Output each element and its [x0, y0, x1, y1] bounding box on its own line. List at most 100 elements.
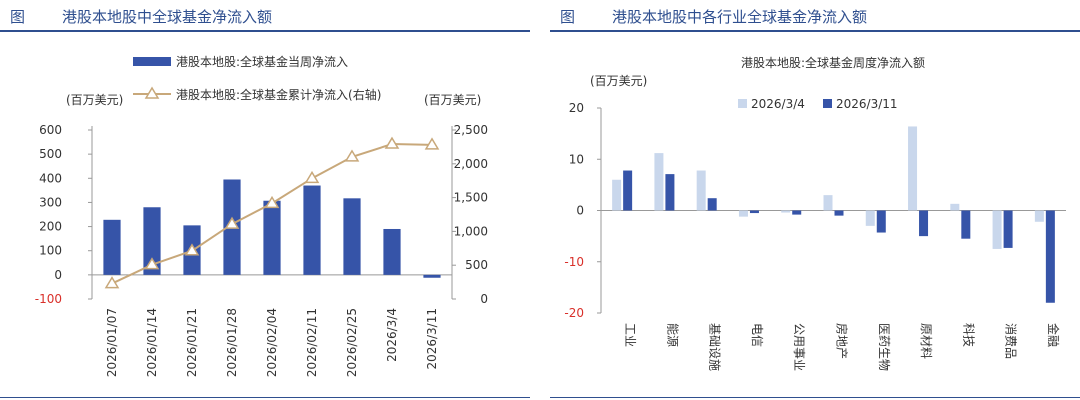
category-label: 2026/3/4	[385, 308, 399, 362]
category-label: 公用事业	[792, 323, 806, 371]
bar-sector-inflow	[1045, 210, 1055, 303]
line-point-marker	[384, 136, 400, 149]
legend-label: 港股本地股:全球基金累计净流入(右轴)	[176, 87, 381, 102]
y-tick-label: 0	[576, 204, 584, 218]
bar-sector-inflow	[665, 174, 675, 211]
category-label: 2026/01/21	[185, 308, 199, 377]
y-tick-label: -10	[564, 255, 584, 269]
line-point-marker	[344, 149, 360, 162]
panel-footer-rule	[0, 397, 530, 398]
bar-sector-inflow	[612, 179, 622, 211]
bar-sector-inflow	[623, 170, 633, 211]
category-label: 房地产	[835, 323, 850, 359]
category-label: 基础设施	[708, 323, 722, 371]
bar-sector-inflow	[919, 210, 929, 237]
y-tick-label: -20	[564, 306, 584, 320]
left-axis-unit: (百万美元)	[66, 93, 123, 107]
y-tick-label: 20	[569, 101, 584, 115]
category-label: 2026/01/07	[105, 308, 119, 377]
panel-title: 港股本地股中各行业全球基金净流入额	[612, 8, 868, 26]
bar-weekly-inflow	[143, 207, 161, 275]
bar-sector-inflow	[865, 210, 875, 226]
sector-flow-bar-chart: 港股本地股:全球基金周度净流入额 (百万美元) 2026/3/4 2026/3/11 2…	[564, 55, 1066, 371]
bar-sector-inflow	[781, 210, 791, 213]
right-tick-label: 1,000	[454, 224, 488, 238]
bar-weekly-inflow	[303, 185, 321, 275]
line-point-marker	[184, 243, 200, 256]
category-label: 金融	[1046, 323, 1061, 347]
bar-sector-inflow	[707, 198, 717, 211]
bar-weekly-inflow	[343, 198, 361, 275]
legend-swatch	[823, 99, 832, 108]
bar-sector-inflow	[654, 153, 664, 211]
category-label: 消费品	[1004, 323, 1018, 359]
bar-weekly-inflow	[423, 274, 441, 278]
legend-label: 2026/3/11	[836, 97, 898, 111]
bar-sector-inflow	[1034, 210, 1044, 222]
line-point-marker	[104, 276, 120, 289]
legend-swatch	[738, 99, 747, 108]
left-tick-label: 0	[54, 268, 62, 282]
legend-marker-triangle	[144, 86, 160, 99]
category-label: 电信	[750, 323, 764, 347]
right-tick-label: 2,000	[454, 157, 488, 171]
line-point-marker	[304, 170, 320, 184]
line-point-marker	[144, 257, 160, 270]
left-tick-label: 200	[39, 220, 62, 234]
right-axis-unit: (百万美元)	[424, 93, 481, 107]
bar-sector-inflow	[696, 170, 706, 211]
category-label: 2026/02/11	[305, 308, 319, 377]
bar-weekly-inflow	[263, 200, 281, 275]
right-tick-label: 2,500	[454, 123, 488, 137]
y-axis-unit: (百万美元)	[590, 74, 647, 88]
bar-sector-inflow	[792, 210, 802, 215]
category-label: 原材料	[919, 323, 933, 359]
right-tick-label: 1,500	[454, 191, 488, 205]
bar-sector-inflow	[834, 210, 844, 216]
left-tick-label: -100	[35, 292, 62, 306]
left-chart-panel: 图 港股本地股中全球基金净流入额 港股本地股:全球基金当周净流入 港股本地股:全球…	[0, 0, 530, 400]
bar-sector-inflow	[749, 210, 759, 214]
category-label: 能源	[665, 323, 679, 347]
chart-title: 港股本地股:全球基金周度净流入额	[741, 55, 925, 70]
y-tick-label: 10	[569, 152, 584, 166]
bar-sector-inflow	[950, 203, 960, 211]
category-label: 2026/01/14	[145, 308, 159, 377]
bar-sector-inflow	[908, 126, 918, 211]
left-tick-label: 300	[39, 195, 62, 209]
line-point-marker	[264, 195, 280, 209]
bar-weekly-inflow	[103, 219, 121, 275]
bar-sector-inflow	[876, 210, 886, 233]
category-label: 工业	[623, 323, 637, 347]
bar-sector-inflow	[961, 210, 971, 239]
panel-title: 港股本地股中全球基金净流入额	[62, 8, 273, 26]
left-tick-label: 100	[39, 244, 62, 258]
legend-swatch-bar	[133, 57, 171, 66]
panel-header: 图 港股本地股中各行业全球基金净流入额	[550, 4, 1080, 32]
category-label: 2026/01/28	[225, 308, 239, 377]
bar-sector-inflow	[823, 195, 833, 211]
panel-header: 图 港股本地股中全球基金净流入额	[0, 4, 530, 32]
category-label: 2026/02/25	[345, 308, 359, 377]
right-tick-label: 500	[465, 258, 488, 272]
category-label: 2026/02/04	[265, 308, 279, 377]
legend-label: 2026/3/4	[751, 97, 805, 111]
left-tick-label: 500	[39, 147, 62, 161]
category-label: 科技	[961, 323, 975, 347]
figure-label: 图	[560, 8, 576, 26]
left-tick-label: 600	[39, 123, 62, 137]
panel-footer-rule	[550, 397, 1080, 398]
line-point-marker	[224, 216, 240, 229]
bar-weekly-inflow	[383, 228, 401, 275]
category-label: 2026/3/11	[425, 308, 439, 370]
left-tick-label: 400	[39, 171, 62, 185]
figure-label: 图	[10, 8, 26, 26]
bar-sector-inflow	[1003, 210, 1013, 248]
category-label: 医药生物	[877, 323, 891, 371]
bar-sector-inflow	[738, 210, 748, 217]
legend-label: 港股本地股:全球基金当周净流入	[176, 54, 348, 69]
right-tick-label: 0	[480, 292, 488, 306]
right-chart-panel: 图 港股本地股中各行业全球基金净流入额 港股本地股:全球基金周度净流入额 (百万美…	[550, 0, 1080, 400]
bar-sector-inflow	[992, 210, 1002, 249]
